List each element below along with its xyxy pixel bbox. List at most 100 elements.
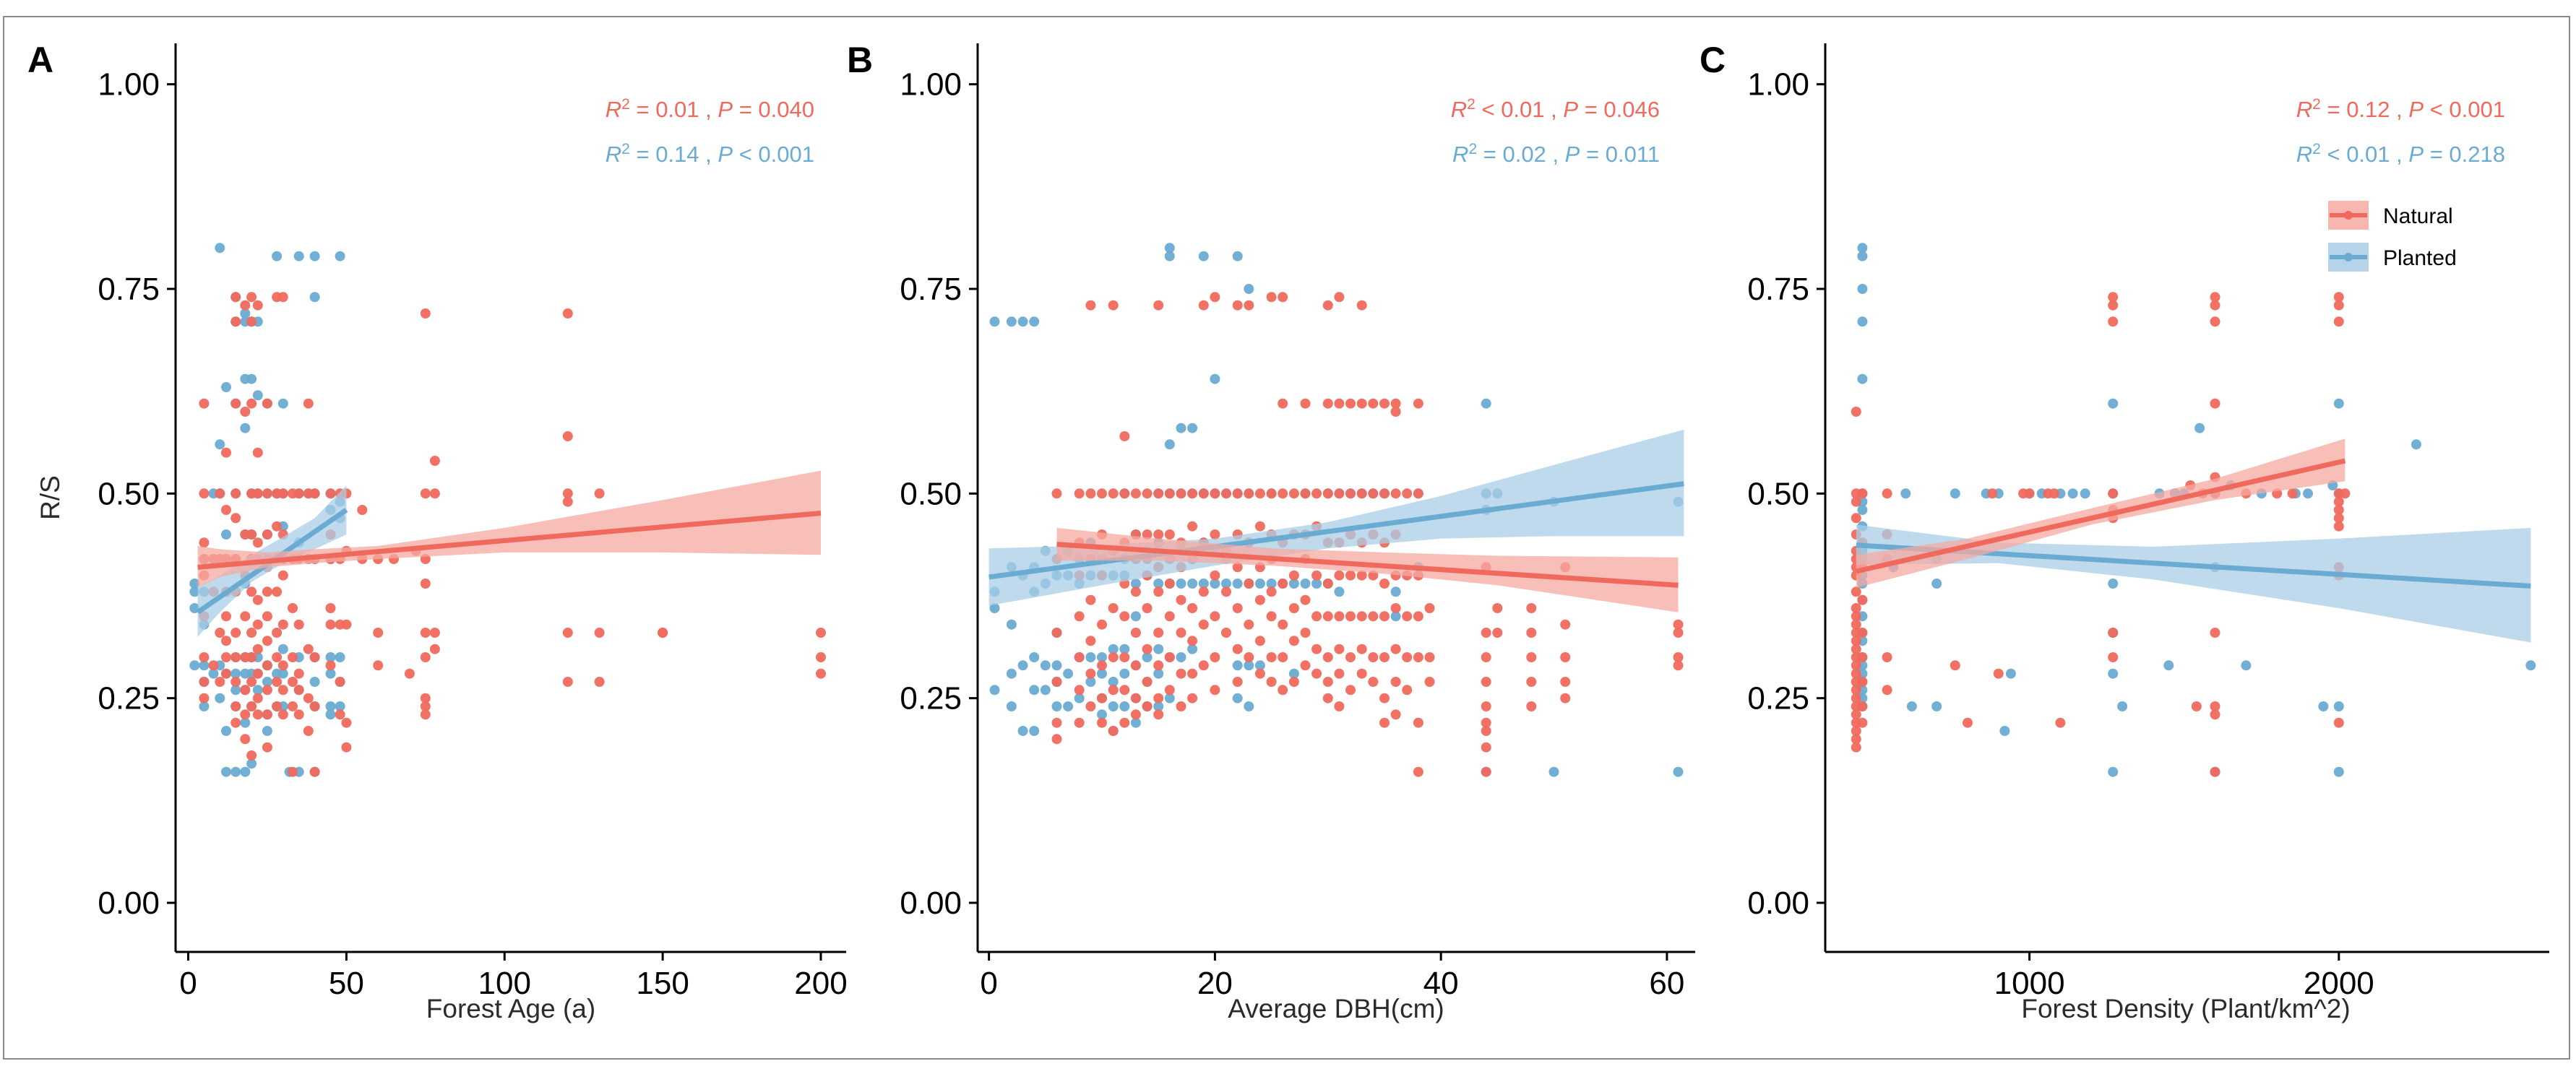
panel-a-y-tick-label: 1.00 <box>98 67 160 103</box>
panel-b-natural-point <box>1300 594 1311 605</box>
panel-b-letter: B <box>847 40 873 80</box>
panel-a-natural-point <box>262 660 272 671</box>
panel-b-planted-point <box>1187 423 1198 433</box>
panel-b-planted-point <box>1130 579 1141 589</box>
panel-a-planted-point <box>221 766 231 777</box>
panel-c-natural-point <box>2210 300 2220 311</box>
panel-b-natural-point <box>1108 685 1119 696</box>
panel-b-natural-point <box>1119 652 1130 662</box>
panel-a-planted-point <box>277 668 288 679</box>
panel-b-planted-point <box>1390 611 1401 622</box>
panel-a-planted-point <box>335 251 345 261</box>
panel-b-natural-point <box>1322 693 1333 703</box>
panel-a-natural-point <box>341 742 352 753</box>
legend: Natural Planted <box>2328 201 2457 272</box>
panel-b-natural-point <box>1244 652 1254 662</box>
panel-b-natural-point <box>1221 488 1231 499</box>
panel-a-planted-point <box>199 701 210 711</box>
panel-a-planted-point <box>277 644 288 654</box>
panel-b-natural-point <box>1311 570 1322 581</box>
panel-b-planted-point <box>1063 701 1074 711</box>
panel-a-natural-point <box>246 292 257 303</box>
panel-b-natural-point <box>1266 292 1277 303</box>
panel-b-natural-point <box>1244 619 1254 630</box>
panel-c-planted-point <box>2318 701 2329 711</box>
panel-b-natural-point <box>1278 292 1288 303</box>
panel-b-natural-point <box>1345 685 1356 696</box>
panel-b-planted-point <box>1390 586 1401 597</box>
panel-a-planted-point <box>231 668 241 679</box>
panel-b-planted-point <box>1142 652 1153 662</box>
panel-a-natural-point <box>221 652 231 662</box>
panel-c-natural-point <box>2333 521 2344 532</box>
panel-b-natural-point <box>1526 701 1537 711</box>
panel-a-natural-point <box>252 709 263 720</box>
panel-b-natural-point <box>1142 529 1153 540</box>
panel-b-natural-point <box>1153 586 1164 597</box>
panel-b-planted-point <box>989 603 1000 613</box>
panel-b-planted-fit-line <box>988 481 1684 580</box>
panel-a-planted-point <box>325 652 336 662</box>
panel-a-planted-point <box>240 423 251 433</box>
panel-b-x-tick-label: 0 <box>980 966 997 1001</box>
panel-b-natural-point <box>1085 636 1096 646</box>
panel-a-natural-point <box>309 701 320 711</box>
panel-a-natural-point <box>252 693 263 703</box>
panel-b-natural-point <box>1153 709 1164 720</box>
panel-a-planted-point <box>240 766 251 777</box>
panel-b-natural-point <box>1232 644 1243 654</box>
panel-b-natural-point <box>1119 488 1130 499</box>
panel-a-natural-point <box>246 529 257 540</box>
panel-a-natural-point <box>240 709 251 720</box>
panel-b-natural-point <box>1424 603 1435 613</box>
panel-b-planted-point <box>1334 586 1345 597</box>
panel-a-natural-point <box>246 677 257 687</box>
panel-a-natural-point <box>272 652 283 662</box>
panel-a-natural-confidence-band <box>197 470 822 588</box>
panel-a-stat-natural: R2 = 0.01 , P = 0.040 <box>606 96 814 123</box>
panel-b-natural-point <box>1119 431 1130 441</box>
panel-a-natural-point <box>231 513 241 524</box>
panel-b-natural-point <box>1345 488 1356 499</box>
panel-a-natural-point <box>816 628 826 638</box>
panel-b-natural-point <box>1526 603 1537 613</box>
panel-b-natural-point <box>1164 579 1175 589</box>
panel-a-natural-point <box>303 726 314 736</box>
panel-a-planted-points <box>189 243 345 777</box>
panel-b-planted-point <box>1040 685 1051 696</box>
panel-a-natural-point <box>420 701 431 711</box>
panel-b-natural-point <box>1322 488 1333 499</box>
panel-a-natural-point <box>594 488 605 499</box>
panel-a-y-tick-label: 0.00 <box>98 885 160 921</box>
panel-c-natural-point <box>2108 316 2119 327</box>
panel-a-planted-point <box>221 726 231 736</box>
panel-a-natural-point <box>562 431 573 441</box>
panel-b: B Average DBH(cm) R2 < 0.01 , P = 0.046 … <box>847 40 1695 1023</box>
panel-a-natural-point <box>262 398 272 409</box>
panel-a-planted-point <box>272 251 283 261</box>
panel-b-planted-point <box>1097 709 1107 720</box>
panel-b-planted-point <box>1244 660 1254 671</box>
panel-a-natural-fit-line <box>197 511 822 570</box>
panel-b-natural-point <box>1221 628 1231 638</box>
panel-c-natural-point <box>1851 660 1861 671</box>
panel-b-natural-point <box>1074 488 1085 499</box>
panel-b-natural-point <box>1481 652 1491 662</box>
panel-b-natural-point <box>1097 488 1107 499</box>
panel-a-natural-point <box>231 652 241 662</box>
panel-b-natural-point <box>1288 570 1299 581</box>
panel-b-natural-point <box>1481 766 1491 777</box>
panel-b-y-tick-label: 0.50 <box>900 476 962 511</box>
panel-a-planted-point <box>309 251 320 261</box>
panel-c-natural-point <box>1857 628 1868 638</box>
panel-b-natural-point <box>1153 300 1164 311</box>
panel-b-natural-points <box>1051 292 1684 777</box>
panel-b-planted-point <box>1164 439 1175 450</box>
panel-b-planted-point <box>1006 701 1017 711</box>
panel-a-planted-point <box>189 586 200 597</box>
panel-a-natural-point <box>262 488 272 499</box>
panel-b-natural-point <box>1356 570 1367 581</box>
panel-a-planted-point <box>325 668 336 679</box>
panel-b-natural-point <box>1413 717 1423 728</box>
panel-b-natural-point <box>1424 677 1435 687</box>
